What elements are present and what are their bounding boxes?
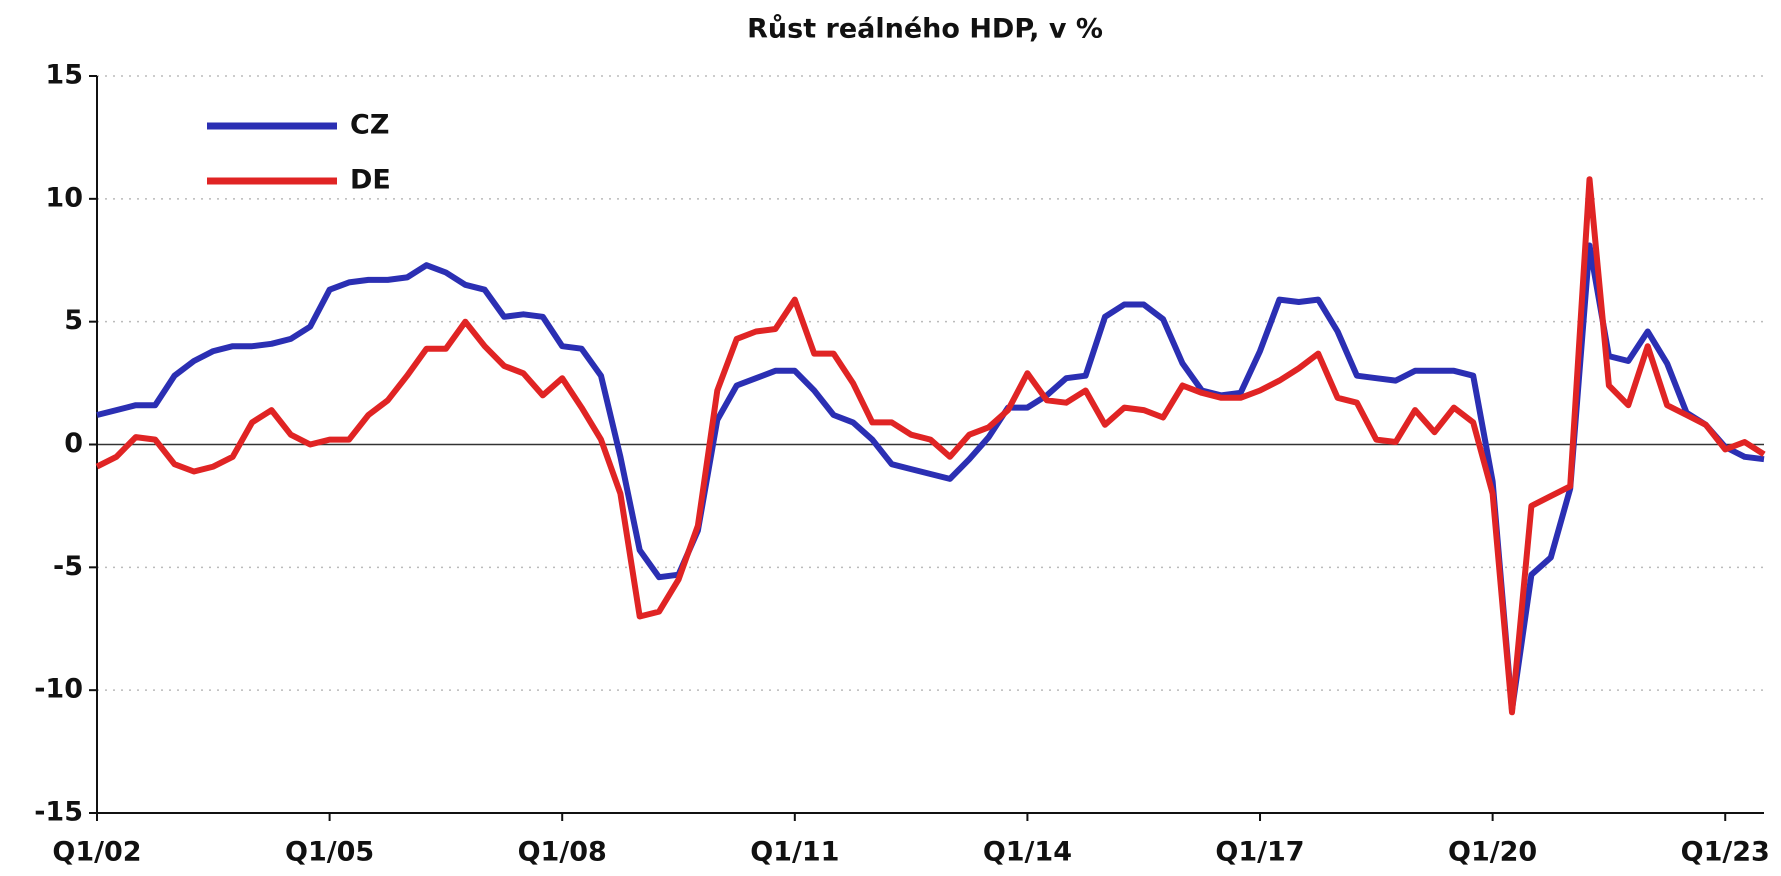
- y-tick-label: 15: [45, 60, 83, 91]
- x-tick-label: Q1/11: [750, 837, 839, 868]
- x-tick-label: Q1/05: [285, 837, 374, 868]
- series-line: [96, 242, 1765, 713]
- x-tick-label: Q1/08: [518, 837, 607, 868]
- y-tick-label: -15: [34, 797, 83, 828]
- y-tick-label: 5: [64, 305, 83, 336]
- legend-label: CZ: [350, 110, 389, 141]
- x-tick-label: Q1/20: [1448, 837, 1537, 868]
- x-tick-label: Q1/02: [52, 837, 141, 868]
- y-tick-label: -10: [34, 674, 83, 705]
- series-line: [95, 176, 1766, 716]
- y-tick-label: 10: [45, 182, 83, 213]
- y-tick-label: -5: [53, 551, 83, 582]
- legend-label: DE: [350, 165, 391, 196]
- chart-title: Růst reálného HDP, v %: [747, 14, 1103, 45]
- x-tick-label: Q1/23: [1681, 837, 1770, 868]
- x-tick-label: Q1/17: [1215, 837, 1304, 868]
- y-tick-label: 0: [64, 428, 83, 459]
- x-tick-label: Q1/14: [983, 837, 1072, 868]
